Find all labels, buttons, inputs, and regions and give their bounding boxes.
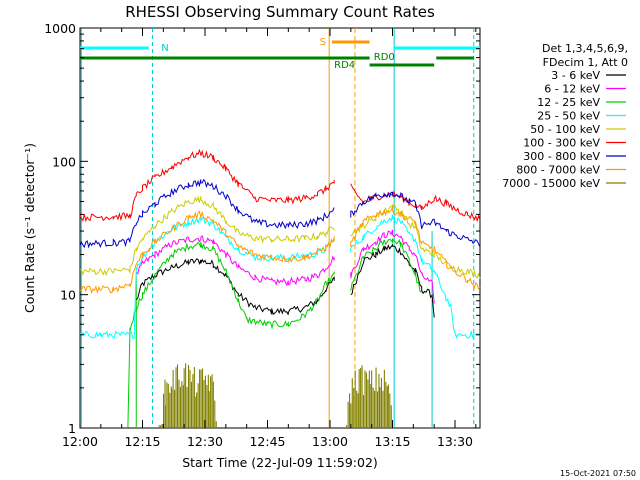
legend-label: 6 - 12 keV [544, 83, 600, 96]
legend-label: 3 - 6 keV [551, 69, 600, 82]
decimation-label-rd4: RD4 [334, 60, 355, 71]
series-line-0 [135, 243, 435, 318]
legend-label: 25 - 50 keV [537, 110, 600, 123]
plot-frame [79, 27, 481, 429]
y-axis-label: Count Rate (s⁻¹ detector⁻¹) [22, 143, 37, 313]
x-tick-label: 12:15 [124, 434, 160, 449]
legend-label: 800 - 7000 keV [516, 164, 600, 177]
legend: Det 1,3,4,5,6,9,FDecim 1, Att 03 - 6 keV… [502, 42, 628, 190]
legend-label: 7000 - 15000 keV [502, 177, 600, 190]
y-tick-label: 1000 [44, 21, 76, 36]
annotation-layer: N S RD0 RD4 [80, 37, 480, 71]
series-layer [79, 148, 481, 428]
saa-label: S [320, 37, 326, 48]
x-axis-label: Start Time (22-Jul-09 11:59:02) [182, 455, 378, 470]
chart-title: RHESSI Observing Summary Count Rates [125, 3, 435, 21]
legend-label: 300 - 800 keV [523, 150, 600, 163]
legend-label: 12 - 25 keV [537, 96, 600, 109]
x-tick-label: 13:00 [312, 434, 348, 449]
decimation-label-rd0: RD0 [374, 52, 395, 63]
axis-ticks: 12:00 12:15 12:30 12:45 13:00 13:15 13:30 1 10 10… [44, 21, 480, 449]
legend-header: Det 1,3,4,5,6,9, [542, 42, 628, 55]
series-line-5 [79, 148, 481, 223]
night-label: N [161, 43, 168, 54]
y-tick-label: 1 [68, 421, 76, 436]
series-8 [158, 363, 392, 428]
x-tick-label: 13:15 [374, 434, 410, 449]
series-line-1 [135, 229, 435, 304]
x-tick-label: 13:30 [437, 434, 473, 449]
timestamp: 15-Oct-2021 07:50 [560, 469, 636, 478]
legend-label: 50 - 100 keV [530, 123, 600, 136]
y-tick-label: 100 [52, 154, 76, 169]
legend-header: FDecim 1, Att 0 [543, 56, 628, 69]
series-line-7 [79, 206, 481, 295]
y-tick-label: 10 [60, 288, 76, 303]
x-tick-label: 12:45 [249, 434, 285, 449]
series-line-6 [79, 178, 481, 249]
legend-label: 100 - 300 keV [523, 137, 600, 150]
x-tick-label: 12:30 [187, 434, 223, 449]
series-line-2 [127, 238, 422, 428]
x-tick-label: 12:00 [62, 434, 98, 449]
series-line-4 [79, 195, 481, 279]
series-line-3 [79, 214, 481, 340]
